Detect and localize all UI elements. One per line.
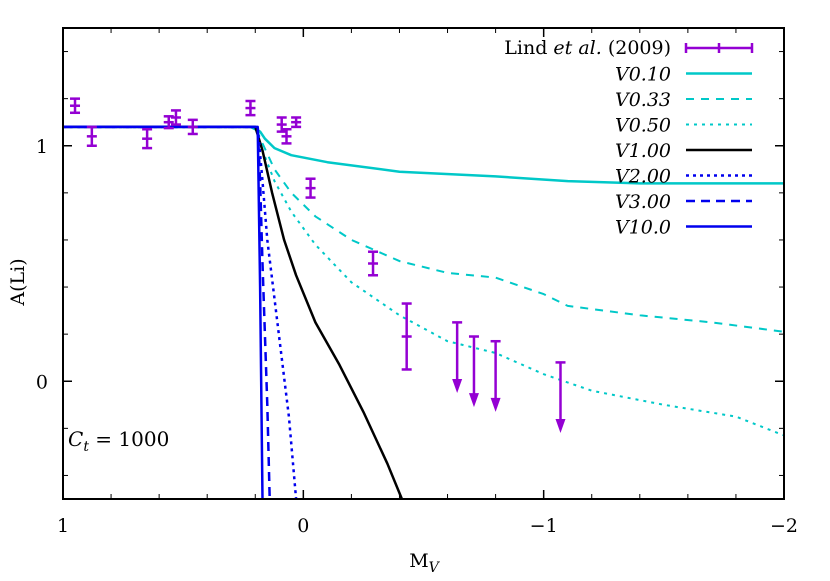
ct-annotation-sub: t (83, 439, 89, 455)
legend-label-obs-prefix: Lind (504, 37, 553, 59)
upper-limit-arrow (555, 419, 566, 434)
legend-label-v3-00: V3.00 (615, 191, 671, 213)
upper-limit (452, 321, 463, 394)
series-line-v10-0 (63, 125, 264, 499)
x-tick-label: 1 (57, 515, 69, 537)
data-point (401, 302, 412, 371)
x-axis-label: MV (409, 550, 440, 576)
legend-label-obs-suffix: (2009) (602, 37, 671, 59)
y-tick-label: 1 (36, 136, 48, 158)
data-point (305, 177, 316, 199)
x-tick-label: −1 (530, 515, 558, 537)
observations (70, 97, 566, 434)
data-point (368, 250, 379, 277)
model-curves (63, 125, 784, 499)
ct-annotation: Ct = 1000 (68, 427, 169, 455)
legend-label-obs-italic: et al. (553, 37, 601, 59)
data-point (86, 125, 97, 147)
data-point (187, 118, 198, 136)
x-tick-label: −2 (770, 515, 798, 537)
y-axis-label: A(Li) (7, 258, 29, 306)
series-line-v0-10 (63, 125, 784, 185)
data-point (281, 128, 292, 145)
legend-label-v0-33: V0.33 (615, 89, 671, 111)
data-point (70, 97, 81, 115)
ct-annotation-var: C (68, 427, 83, 451)
upper-limit-arrow (452, 379, 463, 394)
y-tick-label: 0 (36, 371, 48, 393)
series-line-v3-00 (63, 125, 271, 499)
data-point (291, 116, 302, 129)
x-axis-label-main: M (409, 550, 428, 572)
upper-limit-arrow (490, 397, 501, 412)
data-point (142, 128, 153, 150)
legend-label-v1-00: V1.00 (615, 140, 671, 162)
legend-label-v0-10: V0.10 (615, 64, 671, 86)
legend-label-observations: Lind et al. (2009) (504, 37, 671, 59)
ticks-layer: 1 0 −1 −2 1 0 (36, 28, 798, 537)
plot-layer (63, 97, 784, 499)
data-point (170, 109, 181, 126)
legend-label-v10-0: V10.0 (615, 217, 671, 239)
x-tick-label: 0 (297, 515, 309, 537)
data-point (245, 99, 256, 117)
x-axis-label-sub: V (429, 560, 441, 576)
legend-label-v2-00: V2.00 (615, 166, 671, 188)
upper-limit (555, 361, 566, 434)
legend: Lind et al. (2009) V0.10 V0.33 V0.50 V1.00 V2… (504, 37, 754, 239)
upper-limit (490, 339, 501, 412)
legend-label-v0-50: V0.50 (615, 115, 671, 137)
upper-limit-arrow (468, 393, 479, 408)
series-line-v0-33 (63, 125, 784, 333)
upper-limit (468, 335, 479, 408)
plot-frame (62, 27, 785, 500)
ct-annotation-value: = 1000 (89, 427, 169, 451)
